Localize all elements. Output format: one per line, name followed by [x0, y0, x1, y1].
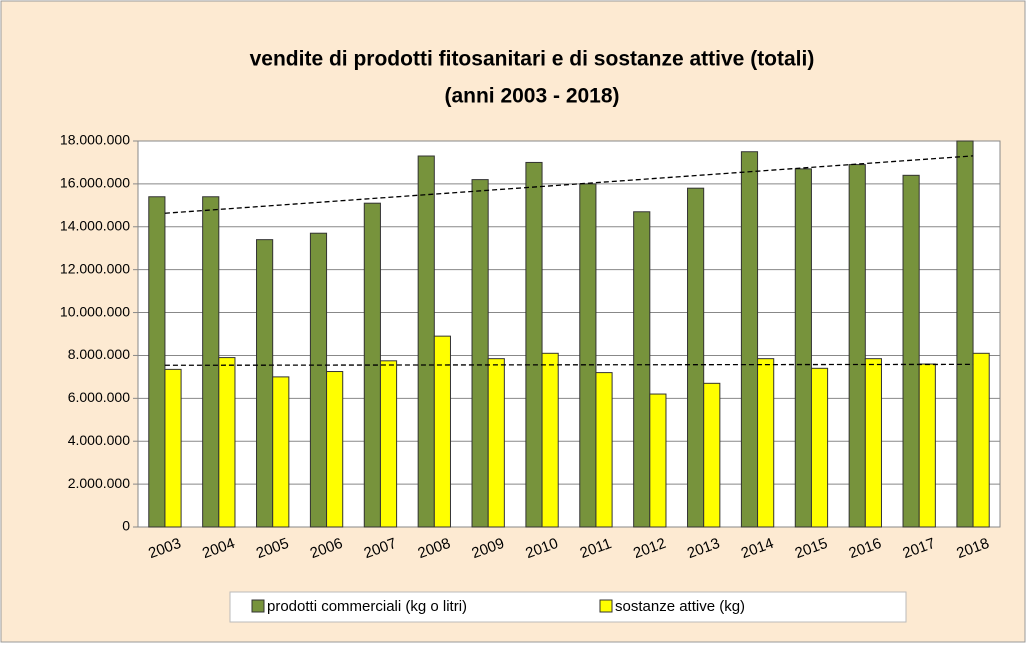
bar: [164, 368, 182, 528]
y-tick-label: 0: [122, 518, 130, 534]
chart-title: vendite di prodotti fitosanitari e di so…: [250, 48, 815, 71]
legend-swatch: [251, 599, 265, 613]
y-tick-label: 4.000.000: [68, 432, 130, 448]
bar: [417, 155, 435, 528]
bar: [471, 179, 489, 528]
y-tick-label: 18.000.000: [60, 132, 130, 148]
bar: [309, 232, 328, 528]
y-tick-label: 8.000.000: [68, 346, 130, 362]
legend-label: sostanze attive (kg): [615, 598, 745, 615]
bar: [579, 183, 597, 528]
bar: [595, 372, 613, 528]
bar: [633, 211, 651, 528]
bar: [703, 382, 721, 528]
bar: [379, 360, 398, 528]
bar: [902, 174, 920, 528]
trendline: [164, 363, 974, 366]
y-tick-label: 10.000.000: [60, 303, 130, 319]
bar: [202, 196, 220, 528]
y-tick-label: 14.000.000: [60, 217, 130, 233]
bar: [757, 358, 775, 528]
bar: [848, 164, 866, 528]
bar: [864, 358, 882, 528]
legend-label: prodotti commerciali (kg o litri): [267, 598, 467, 615]
y-tick-label: 16.000.000: [60, 175, 130, 191]
bar: [256, 239, 274, 528]
bar: [541, 352, 559, 528]
bar: [972, 352, 990, 528]
y-tick-label: 2.000.000: [68, 475, 130, 491]
bar: [649, 393, 667, 528]
bar: [433, 335, 451, 528]
y-tick-label: 6.000.000: [68, 389, 130, 405]
y-tick-label: 12.000.000: [60, 260, 130, 276]
bar: [326, 371, 344, 528]
bar: [487, 358, 505, 528]
bar: [810, 367, 829, 528]
legend: [229, 591, 907, 623]
bar: [794, 168, 812, 528]
bar: [525, 161, 543, 528]
bar: [148, 196, 166, 528]
bar: [956, 140, 974, 528]
bar: [218, 357, 236, 528]
chart-subtitle: (anni 2003 - 2018): [444, 85, 619, 108]
bar: [918, 363, 936, 528]
trendline: [164, 155, 974, 214]
bar: [740, 151, 759, 528]
bar: [272, 376, 290, 528]
bar: [687, 187, 705, 528]
legend-swatch: [599, 599, 613, 613]
